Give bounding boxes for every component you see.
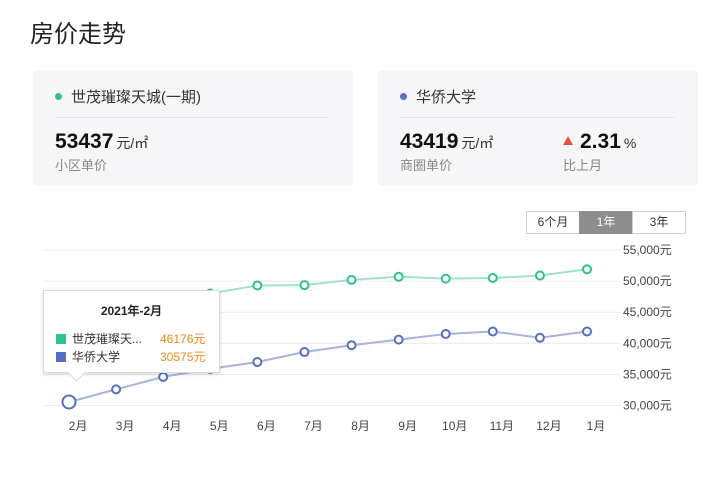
data-point <box>582 264 592 275</box>
x-tick-label: 7月 <box>304 419 323 433</box>
tooltip-title: 2021年-2月 <box>100 304 163 318</box>
tooltip-swatch <box>56 351 66 362</box>
data-point <box>252 357 263 367</box>
data-point <box>393 271 404 282</box>
district-price-unit: 元/㎡ <box>461 135 494 151</box>
y-tick-label: 40,000元 <box>623 336 672 350</box>
tab-6-months[interactable]: 6个月 <box>526 211 580 234</box>
month-change-unit: % <box>623 135 637 151</box>
tab-3-years[interactable]: 3年 <box>632 211 686 234</box>
x-tick-label: 9月 <box>398 419 417 433</box>
chart-tooltip: 2021年-2月 世茂璀璨天... 46176元 华侨大学 30575元 <box>43 290 220 373</box>
y-tick-label: 30,000元 <box>623 399 672 413</box>
tooltip-row-community: 世茂璀璨天... 46176元 <box>56 330 216 347</box>
tooltip-series-name: 华侨大学 <box>72 350 121 364</box>
community-price-unit: 元/㎡ <box>116 135 149 151</box>
x-tick-label: 8月 <box>351 419 370 433</box>
x-tick-label: 5月 <box>210 419 229 433</box>
community-unit-price: 53437 元/㎡ 小区单价 <box>55 130 148 174</box>
data-point <box>346 274 357 285</box>
x-tick-label: 2月 <box>69 419 88 433</box>
data-point <box>487 273 498 283</box>
data-point <box>299 280 310 291</box>
month-change: 2.31% 比上月 <box>563 130 636 174</box>
y-tick-label: 35,000元 <box>623 367 672 381</box>
tooltip-series-value: 30575元 <box>160 350 206 364</box>
district-color-dot <box>400 93 407 100</box>
district-unit-price: 43419 元/㎡ 商圈单价 <box>400 130 493 174</box>
district-name: 华侨大学 <box>400 86 476 107</box>
district-price-value: 43419 <box>400 130 459 153</box>
x-tick-label: 3月 <box>116 419 135 433</box>
page-title: 房价走势 <box>30 21 126 48</box>
x-tick-label: 10月 <box>442 419 467 433</box>
district-name-label: 华侨大学 <box>416 89 477 106</box>
tooltip-series-name: 世茂璀璨天... <box>72 332 143 346</box>
series-line <box>68 330 588 403</box>
tab-1-year[interactable]: 1年 <box>579 211 633 234</box>
data-point <box>299 347 310 358</box>
time-range-tabs: 6个月 1年 3年 <box>526 211 686 234</box>
data-point <box>487 326 498 337</box>
tooltip-swatch <box>56 333 66 344</box>
y-tick-label: 45,000元 <box>623 305 672 319</box>
y-tick-label: 55,000元 <box>623 243 672 257</box>
data-point <box>440 273 451 284</box>
data-point <box>582 326 592 337</box>
data-point <box>393 334 404 345</box>
x-tick-label: 6月 <box>257 419 276 433</box>
data-point <box>61 394 77 410</box>
tooltip-row-district: 华侨大学 30575元 <box>56 348 216 365</box>
x-tick-label: 1月 <box>587 419 606 433</box>
month-change-caption: 比上月 <box>563 158 603 173</box>
data-point <box>111 384 122 395</box>
x-tick-label: 4月 <box>163 419 182 433</box>
district-price-caption: 商圈单价 <box>400 158 453 173</box>
data-point <box>440 329 451 339</box>
community-color-dot <box>55 93 62 100</box>
tooltip-series-value: 46176元 <box>160 332 206 346</box>
x-tick-label: 12月 <box>536 419 561 433</box>
card-divider <box>400 117 674 118</box>
district-price-card: 华侨大学 43419 元/㎡ 商圈单价 2.31% 比上月 <box>378 70 698 186</box>
community-name: 世茂璀璨天城(一期) <box>55 86 201 107</box>
y-tick-label: 50,000元 <box>623 274 672 288</box>
data-point <box>346 340 357 351</box>
community-price-caption: 小区单价 <box>55 158 108 173</box>
data-point <box>534 332 545 343</box>
community-name-label: 世茂璀璨天城(一期) <box>71 89 201 106</box>
trend-up-icon <box>563 136 573 145</box>
community-price-value: 53437 <box>55 130 114 153</box>
data-point <box>534 270 545 281</box>
data-point <box>252 280 263 291</box>
community-price-card: 世茂璀璨天城(一期) 53437 元/㎡ 小区单价 <box>33 70 353 186</box>
card-divider <box>55 117 329 118</box>
month-change-value: 2.31 <box>580 130 621 153</box>
x-tick-label: 11月 <box>490 419 514 433</box>
data-point <box>158 371 169 382</box>
